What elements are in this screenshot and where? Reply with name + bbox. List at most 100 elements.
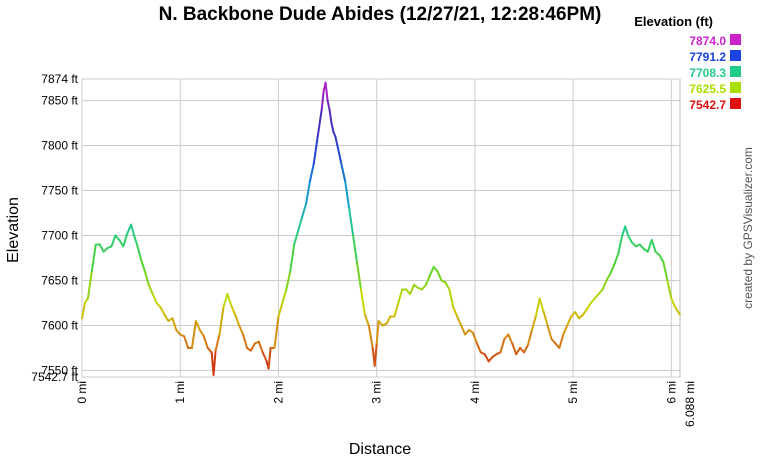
x-tick-label: 2 mi xyxy=(271,381,285,404)
plot-frame xyxy=(81,78,681,378)
y-tick-label: 7550 ft xyxy=(41,363,78,377)
elevation-segment xyxy=(249,342,256,352)
elevation-segment xyxy=(530,315,537,331)
y-tick-label: 7874 ft xyxy=(41,72,78,86)
elevation-segment xyxy=(662,261,669,282)
x-tick-label: 1 mi xyxy=(173,381,187,404)
elevation-segment xyxy=(436,270,443,282)
elevation-segment xyxy=(257,340,264,354)
legend-value: 7542.7 xyxy=(689,98,726,112)
elevation-segment xyxy=(593,293,600,300)
credit-text: created by GPSVisualizer.com xyxy=(741,147,755,309)
elevation-segment xyxy=(424,275,431,286)
elevation-segment xyxy=(226,293,233,307)
legend-value: 7791.2 xyxy=(689,50,726,64)
elevation-segment xyxy=(356,261,362,291)
elevation-segment xyxy=(385,315,392,325)
elevation-segment xyxy=(222,293,229,309)
elevation-segment xyxy=(136,243,142,260)
elevation-segment xyxy=(324,81,329,102)
elevation-segment xyxy=(133,234,138,246)
y-tick-label: 7850 ft xyxy=(41,94,78,108)
elevation-segment xyxy=(159,306,166,316)
elevation-segment xyxy=(650,239,657,253)
elevation-segment xyxy=(499,338,506,354)
elevation-segment xyxy=(538,297,545,313)
elevation-segment xyxy=(574,311,580,320)
elevation-segment xyxy=(81,302,86,320)
elevation-segment xyxy=(613,252,620,266)
elevation-segment xyxy=(198,329,205,338)
elevation-segment xyxy=(605,272,612,282)
elevation-segment xyxy=(566,315,573,327)
y-tick-label: 7600 ft xyxy=(41,318,78,332)
elevation-segment xyxy=(305,180,311,205)
elevation-segment xyxy=(475,342,482,354)
x-tick-label: 3 mi xyxy=(370,381,384,404)
elevation-segment xyxy=(360,288,366,316)
y-tick-label: 7700 ft xyxy=(41,229,78,243)
elevation-segment xyxy=(428,266,435,277)
legend-value: 7625.5 xyxy=(689,82,726,96)
elevation-segment xyxy=(277,302,284,318)
elevation-segment xyxy=(126,223,133,235)
elevation-segment xyxy=(609,263,616,275)
elevation-segment xyxy=(534,297,541,318)
elevation-segment xyxy=(267,346,272,370)
elevation-segment xyxy=(183,335,190,349)
elevation-segment xyxy=(658,254,665,264)
elevation-segment xyxy=(452,306,459,318)
elevation-segment xyxy=(163,313,170,322)
elevation-segment xyxy=(147,284,154,295)
legend-swatch xyxy=(730,34,741,45)
legend: Elevation (ft) 7874.0 7791.2 7708.3 7625.5 7… xyxy=(634,14,741,112)
elevation-segment xyxy=(617,234,624,255)
chart-title: N. Backbone Dude Abides (12/27/21, 12:28… xyxy=(159,4,602,25)
elevation-segment xyxy=(542,311,549,327)
x-tick-label: 6.088 mi xyxy=(683,381,697,427)
elevation-segment xyxy=(261,351,268,363)
elevation-segment xyxy=(546,324,553,340)
elevation-segment xyxy=(627,234,634,244)
elevation-segment xyxy=(638,243,645,250)
elevation-segment xyxy=(483,353,490,363)
elevation-segment xyxy=(212,349,217,376)
elevation-segment xyxy=(122,232,129,248)
elevation-segment xyxy=(110,234,117,248)
legend-swatch xyxy=(730,82,741,93)
elevation-segment xyxy=(456,315,463,327)
elevation-segment xyxy=(316,108,323,138)
elevation-segment xyxy=(397,288,404,304)
elevation-segment xyxy=(507,333,514,345)
elevation-segment xyxy=(432,266,439,273)
elevation-segment xyxy=(448,288,455,309)
legend-value: 7708.3 xyxy=(689,66,726,80)
elevation-segment xyxy=(585,302,592,311)
elevation-segment xyxy=(308,162,315,183)
elevation-segment xyxy=(409,284,415,295)
legend-title: Elevation (ft) xyxy=(634,14,713,29)
legend-swatch xyxy=(730,98,741,109)
legend-value: 7874.0 xyxy=(689,34,726,48)
elevation-segment xyxy=(373,342,378,367)
elevation-segment xyxy=(326,99,331,111)
elevation-segment xyxy=(285,270,292,291)
elevation-segment xyxy=(523,344,529,354)
x-tick-label: 4 mi xyxy=(468,381,482,404)
elevation-segment xyxy=(666,279,673,300)
legend-swatch xyxy=(730,66,741,77)
elevation-segment xyxy=(242,333,248,349)
elevation-segment xyxy=(340,162,347,183)
elevation-segment xyxy=(98,243,105,253)
elevation-segment xyxy=(344,180,351,210)
x-tick-label: 0 mi xyxy=(75,381,89,404)
elevation-segment xyxy=(558,333,565,349)
elevation-segment xyxy=(273,315,280,349)
elevation-segment xyxy=(191,320,197,349)
elevation-segment xyxy=(670,297,677,309)
elevation-segment xyxy=(301,203,307,219)
elevation-segment xyxy=(646,239,653,253)
elevation-segment xyxy=(367,324,374,349)
elevation-segment xyxy=(130,223,136,237)
y-tick-label: 7542.7 ft xyxy=(31,370,78,384)
